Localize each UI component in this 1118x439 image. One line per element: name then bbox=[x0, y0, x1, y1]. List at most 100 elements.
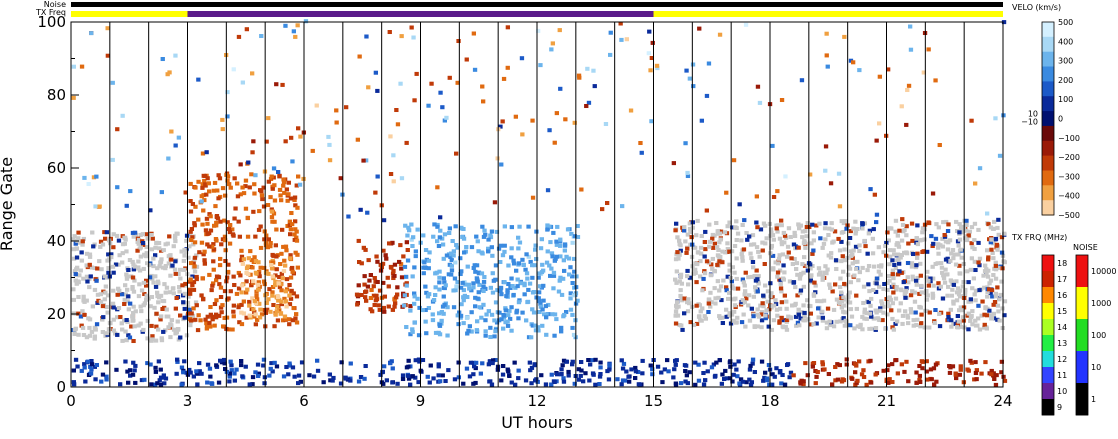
scatter-cell bbox=[505, 25, 511, 30]
scatter-cell bbox=[281, 177, 286, 182]
scatter-cell bbox=[993, 276, 999, 281]
scatter-cell bbox=[413, 375, 418, 380]
scatter-cell bbox=[989, 316, 995, 321]
scatter-cell bbox=[201, 252, 206, 257]
scatter-cell bbox=[241, 191, 247, 196]
scatter-cell bbox=[517, 240, 523, 245]
scatter-cell bbox=[150, 276, 155, 281]
scatter-cell bbox=[479, 315, 484, 320]
scatter-cell bbox=[564, 359, 570, 364]
scatter-cell bbox=[698, 274, 703, 279]
scatter-cell bbox=[951, 282, 957, 287]
scatter-cell bbox=[690, 225, 696, 230]
scatter-cell bbox=[779, 223, 784, 228]
scatter-cell bbox=[671, 375, 676, 380]
scatter-cell bbox=[73, 241, 78, 246]
scatter-cell bbox=[914, 278, 919, 283]
scatter-cell bbox=[208, 374, 213, 379]
txfreq-colorbar-swatch bbox=[1042, 367, 1054, 384]
scatter-cell bbox=[464, 57, 469, 62]
scatter-cell bbox=[278, 262, 283, 267]
scatter-cell bbox=[570, 362, 575, 367]
scatter-cell bbox=[184, 250, 189, 255]
scatter-cell bbox=[140, 241, 146, 246]
scatter-cell bbox=[220, 237, 226, 242]
scatter-cell bbox=[184, 238, 189, 243]
scatter-cell bbox=[557, 278, 562, 283]
scatter-cell bbox=[381, 305, 387, 310]
scatter-cell bbox=[239, 254, 245, 259]
noise-colorbar-label: 10000 bbox=[1091, 267, 1116, 276]
scatter-cell bbox=[774, 366, 779, 371]
scatter-cell bbox=[973, 288, 979, 293]
scatter-cell bbox=[94, 322, 100, 327]
scatter-cell bbox=[114, 233, 120, 238]
scatter-cell bbox=[967, 229, 973, 234]
scatter-cell bbox=[880, 318, 885, 323]
scatter-cell bbox=[764, 308, 769, 313]
scatter-cell bbox=[290, 365, 296, 370]
scatter-cell bbox=[960, 315, 966, 320]
scatter-cell bbox=[986, 222, 991, 227]
x-tick-label: 18 bbox=[760, 392, 779, 410]
scatter-cell bbox=[683, 239, 688, 244]
scatter-cell bbox=[409, 222, 414, 227]
scatter-cell bbox=[269, 174, 274, 179]
scatter-cell bbox=[181, 370, 186, 375]
scatter-cell bbox=[759, 359, 765, 364]
scatter-cell bbox=[779, 289, 784, 294]
scatter-cell bbox=[116, 306, 122, 311]
scatter-cell bbox=[232, 283, 237, 288]
scatter-cell bbox=[247, 313, 252, 318]
scatter-cell bbox=[270, 290, 275, 295]
scatter-cell bbox=[253, 322, 259, 327]
scatter-cell bbox=[655, 66, 660, 71]
scatter-cell bbox=[163, 266, 168, 271]
scatter-cell bbox=[217, 176, 223, 181]
scatter-cell bbox=[185, 304, 191, 309]
scatter-cell bbox=[224, 315, 230, 320]
scatter-cell bbox=[289, 211, 294, 216]
scatter-cell bbox=[544, 315, 549, 320]
scatter-cell bbox=[796, 307, 801, 312]
scatter-cell bbox=[133, 380, 138, 385]
scatter-cell bbox=[844, 226, 849, 231]
scatter-cell bbox=[741, 280, 747, 285]
scatter-cell bbox=[487, 379, 492, 384]
scatter-cell bbox=[702, 314, 707, 319]
scatter-cell bbox=[800, 262, 805, 267]
scatter-cell bbox=[250, 265, 255, 270]
scatter-cell bbox=[447, 75, 452, 80]
scatter-cell bbox=[144, 251, 149, 256]
scatter-cell bbox=[505, 288, 510, 293]
scatter-cell bbox=[754, 194, 760, 199]
scatter-cell bbox=[804, 225, 810, 230]
scatter-cell bbox=[827, 226, 832, 231]
scatter-cell bbox=[116, 262, 121, 267]
scatter-cell bbox=[211, 281, 216, 286]
scatter-cell bbox=[991, 273, 996, 278]
scatter-cell bbox=[173, 259, 178, 264]
scatter-cell bbox=[279, 251, 284, 256]
scatter-cell bbox=[855, 259, 860, 264]
scatter-cell bbox=[227, 182, 232, 187]
scatter-cell bbox=[540, 307, 545, 312]
scatter-cell bbox=[680, 298, 685, 303]
scatter-cell bbox=[795, 293, 800, 298]
scatter-cell bbox=[593, 357, 598, 362]
scatter-cell bbox=[904, 233, 909, 238]
scatter-cell bbox=[759, 312, 764, 317]
scatter-cell bbox=[756, 249, 761, 254]
scatter-cell bbox=[718, 237, 723, 242]
scatter-cell bbox=[180, 283, 185, 288]
scatter-cell bbox=[727, 290, 732, 295]
scatter-cell bbox=[160, 265, 166, 270]
scatter-cell bbox=[168, 273, 173, 278]
scatter-cell bbox=[795, 272, 800, 277]
scatter-cell bbox=[993, 291, 999, 296]
scatter-cell bbox=[189, 238, 194, 243]
scatter-cell bbox=[408, 382, 413, 387]
scatter-cell bbox=[538, 284, 543, 289]
scatter-cell bbox=[958, 367, 963, 372]
scatter-cell bbox=[464, 245, 469, 250]
